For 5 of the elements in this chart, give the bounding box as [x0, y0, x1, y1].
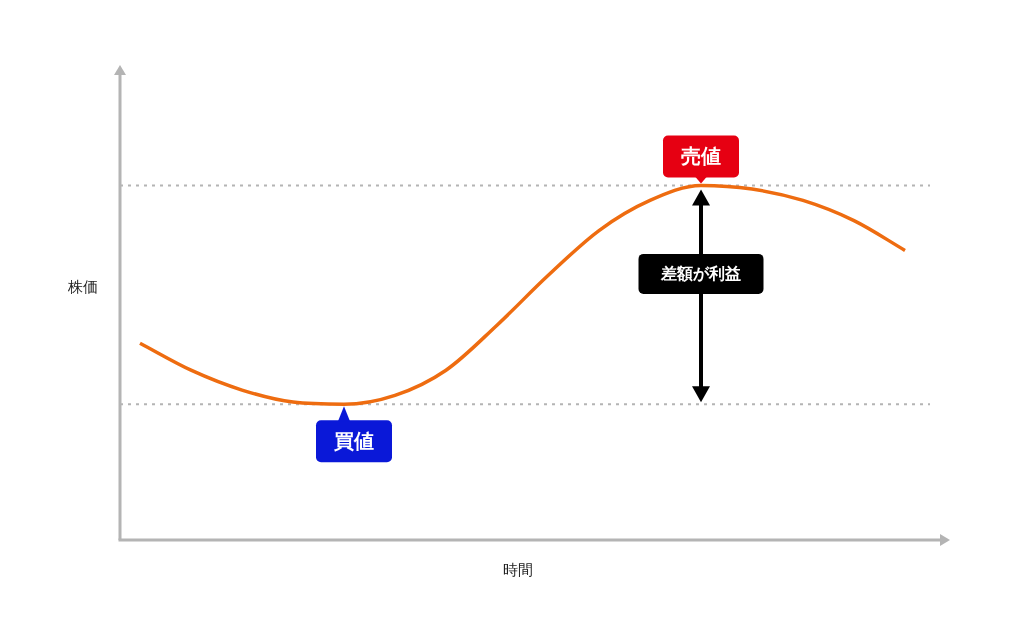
- y-axis-title: 株価: [68, 278, 98, 297]
- annotation: 差額が利益: [660, 264, 741, 284]
- x-axis-title: 時間: [503, 561, 533, 580]
- ref-line-label: 売値: [681, 144, 721, 169]
- ref-line-label: 買値: [333, 428, 374, 453]
